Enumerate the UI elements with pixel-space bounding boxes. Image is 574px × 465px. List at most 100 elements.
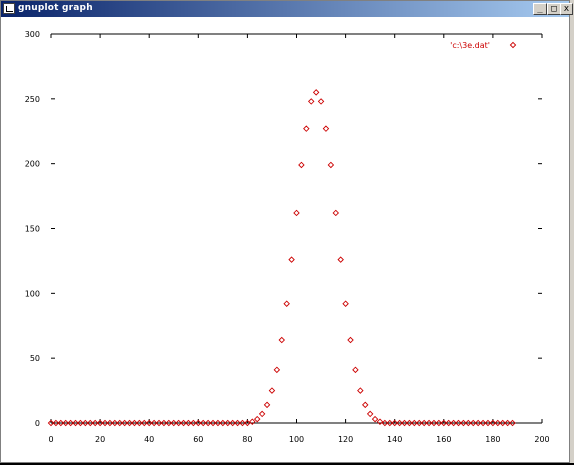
data-point — [101, 419, 109, 427]
data-point — [268, 387, 276, 394]
data-point — [366, 410, 374, 418]
x-tick-label: 40 — [144, 435, 154, 444]
data-point — [219, 419, 227, 427]
data-point — [121, 419, 128, 427]
data-point — [332, 209, 340, 217]
close-button[interactable]: x — [560, 3, 573, 15]
y-tick-label: 150 — [25, 225, 40, 234]
data-point — [357, 387, 364, 394]
data-point — [322, 125, 330, 132]
data-point — [416, 419, 423, 427]
data-point — [504, 419, 511, 427]
maximize-icon: □ — [551, 4, 557, 14]
data-point — [155, 419, 163, 427]
data-point — [362, 401, 369, 409]
data-point — [494, 419, 502, 427]
data-point — [263, 401, 271, 409]
gnuplot-window-icon[interactable] — [3, 3, 15, 14]
maximize-button[interactable]: □ — [547, 3, 561, 15]
y-axis-ticks: 0 50 100 150 200 250 300 — [25, 30, 542, 428]
data-point — [150, 419, 158, 427]
data-point — [106, 419, 114, 427]
data-point — [489, 419, 497, 427]
data-point — [273, 366, 281, 374]
minimize-icon: _ — [537, 4, 543, 14]
data-point — [180, 419, 187, 427]
data-point — [249, 418, 256, 425]
plot-axes — [51, 33, 542, 424]
legend: 'c:\3e.dat' — [450, 41, 517, 50]
data-point — [165, 419, 173, 427]
data-point — [145, 419, 153, 427]
data-point — [342, 300, 349, 307]
data-point — [199, 419, 207, 427]
data-point — [209, 419, 217, 427]
data-point — [352, 366, 359, 374]
data-point — [67, 419, 74, 427]
data-point — [474, 419, 482, 427]
legend-label: 'c:\3e.dat' — [450, 41, 490, 50]
plot-area: 0 20 40 60 80 100 120 140 160 180 200 0 50 100 150 200… — [25, 30, 550, 444]
data-point — [91, 419, 99, 427]
y-tick-label: 100 — [25, 289, 40, 298]
x-tick-label: 20 — [95, 435, 105, 444]
data-point — [116, 419, 123, 427]
y-tick-label: 0 — [35, 419, 40, 428]
data-point — [239, 419, 246, 427]
data-point — [312, 89, 320, 96]
data-series — [47, 89, 516, 427]
data-point — [499, 419, 506, 427]
data-point — [141, 419, 148, 427]
data-point — [131, 419, 138, 427]
data-point — [435, 419, 443, 427]
minimize-button[interactable]: _ — [533, 3, 547, 15]
data-point — [57, 419, 65, 427]
data-point — [386, 419, 394, 427]
x-axis-ticks: 0 20 40 60 80 100 120 140 160 180 200 — [48, 34, 550, 444]
data-point — [484, 419, 492, 427]
data-point — [258, 410, 266, 418]
data-point — [195, 419, 202, 427]
data-point — [82, 419, 89, 427]
data-point — [190, 419, 197, 427]
title-bar[interactable]: gnuplot graph _ □ x — [1, 1, 573, 17]
data-point — [253, 415, 261, 423]
data-point — [337, 256, 344, 263]
x-tick-label: 120 — [338, 435, 353, 444]
data-point — [445, 419, 452, 427]
data-point — [62, 419, 69, 427]
data-point — [77, 419, 84, 427]
data-point — [224, 419, 231, 427]
data-point — [175, 419, 182, 427]
data-point — [420, 419, 428, 427]
data-point — [391, 419, 398, 427]
data-point — [440, 419, 448, 427]
data-point — [47, 419, 55, 427]
data-point — [411, 419, 418, 427]
x-tick-label: 80 — [242, 435, 252, 444]
y-tick-label: 200 — [25, 160, 40, 169]
legend-marker — [509, 41, 517, 49]
data-point — [111, 419, 119, 427]
x-tick-label: 140 — [387, 435, 402, 444]
data-point — [244, 419, 251, 427]
data-point — [229, 419, 236, 427]
x-tick-label: 0 — [48, 435, 53, 444]
data-point — [214, 419, 222, 427]
data-point — [465, 419, 472, 427]
y-tick-label: 300 — [25, 30, 40, 39]
data-point — [371, 415, 379, 423]
data-point — [381, 419, 389, 427]
data-point — [425, 419, 433, 427]
data-point — [298, 161, 305, 169]
data-point — [136, 419, 143, 427]
data-point — [455, 419, 462, 427]
taskbar-edge — [0, 463, 574, 465]
data-point — [283, 300, 290, 307]
x-tick-label: 100 — [289, 435, 304, 444]
data-point — [479, 419, 487, 427]
data-point — [185, 419, 192, 427]
data-point — [52, 419, 60, 427]
data-point — [430, 419, 438, 427]
